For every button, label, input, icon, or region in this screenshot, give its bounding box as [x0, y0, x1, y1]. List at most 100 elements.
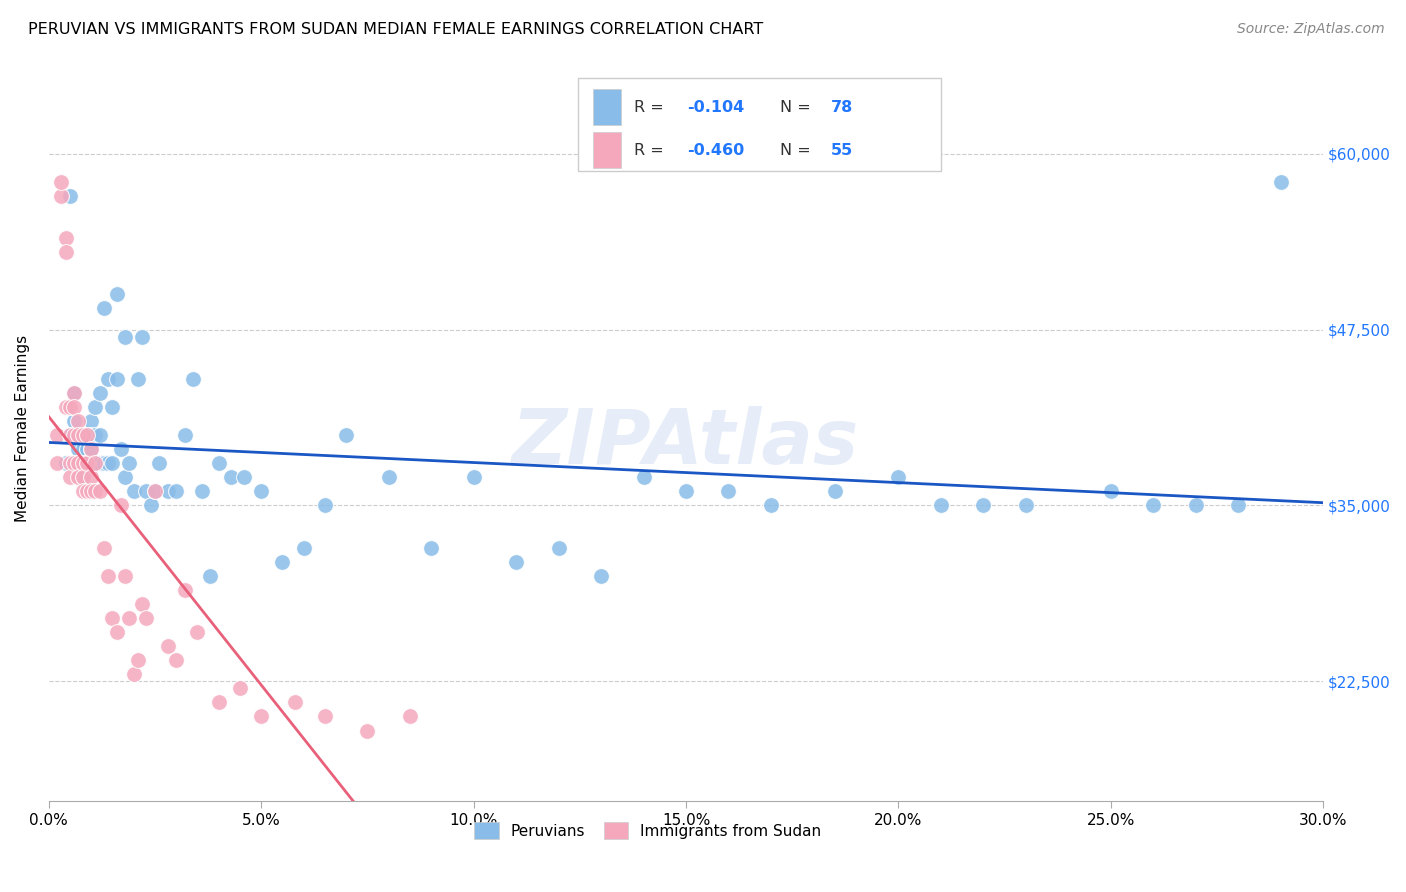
- Point: [67, 428, 90, 442]
- Point: [887, 470, 910, 484]
- Point: [101, 456, 124, 470]
- Point: [420, 541, 443, 555]
- Point: [59, 400, 82, 414]
- Point: [89, 385, 111, 400]
- Point: [633, 470, 655, 484]
- Point: [156, 639, 179, 653]
- Point: [547, 541, 569, 555]
- Point: [63, 456, 86, 470]
- Point: [72, 484, 94, 499]
- Point: [208, 695, 231, 709]
- Text: 55: 55: [831, 143, 853, 158]
- Point: [118, 456, 141, 470]
- Point: [250, 709, 273, 723]
- Point: [93, 456, 115, 470]
- Point: [67, 442, 90, 456]
- Point: [63, 385, 86, 400]
- Point: [84, 400, 107, 414]
- Point: [221, 470, 243, 484]
- Point: [198, 568, 221, 582]
- Point: [55, 456, 77, 470]
- Point: [63, 400, 86, 414]
- Point: [89, 456, 111, 470]
- Point: [110, 442, 132, 456]
- Point: [463, 470, 485, 484]
- Point: [59, 189, 82, 203]
- Text: Source: ZipAtlas.com: Source: ZipAtlas.com: [1237, 22, 1385, 37]
- Text: N =: N =: [780, 143, 817, 158]
- Point: [233, 470, 256, 484]
- Point: [80, 414, 103, 428]
- Point: [1099, 484, 1122, 499]
- Point: [335, 428, 357, 442]
- Point: [759, 499, 782, 513]
- Point: [173, 582, 195, 597]
- Point: [72, 470, 94, 484]
- Point: [80, 470, 103, 484]
- Text: R =: R =: [634, 100, 669, 115]
- Point: [67, 470, 90, 484]
- Text: -0.104: -0.104: [688, 100, 745, 115]
- Point: [84, 428, 107, 442]
- Point: [97, 372, 120, 386]
- Point: [76, 456, 98, 470]
- Point: [505, 555, 527, 569]
- Text: 78: 78: [831, 100, 853, 115]
- Point: [101, 400, 124, 414]
- Point: [127, 653, 149, 667]
- Point: [51, 175, 73, 189]
- Point: [314, 499, 336, 513]
- Point: [589, 568, 612, 582]
- Point: [80, 484, 103, 499]
- Point: [717, 484, 740, 499]
- Point: [89, 484, 111, 499]
- Point: [122, 484, 145, 499]
- Point: [59, 470, 82, 484]
- Point: [314, 709, 336, 723]
- Text: ZIPAtlas: ZIPAtlas: [512, 406, 859, 480]
- Point: [356, 723, 378, 738]
- Point: [55, 245, 77, 260]
- Text: PERUVIAN VS IMMIGRANTS FROM SUDAN MEDIAN FEMALE EARNINGS CORRELATION CHART: PERUVIAN VS IMMIGRANTS FROM SUDAN MEDIAN…: [28, 22, 763, 37]
- Point: [72, 456, 94, 470]
- Point: [63, 414, 86, 428]
- Point: [46, 428, 69, 442]
- Point: [72, 428, 94, 442]
- Point: [67, 456, 90, 470]
- Point: [67, 414, 90, 428]
- Point: [97, 568, 120, 582]
- Point: [59, 428, 82, 442]
- FancyBboxPatch shape: [578, 78, 941, 170]
- Point: [63, 428, 86, 442]
- Point: [51, 189, 73, 203]
- Point: [148, 456, 170, 470]
- Point: [55, 400, 77, 414]
- Point: [165, 484, 187, 499]
- Point: [190, 484, 212, 499]
- Legend: Peruvians, Immigrants from Sudan: Peruvians, Immigrants from Sudan: [468, 815, 828, 846]
- Point: [972, 499, 994, 513]
- Point: [284, 695, 307, 709]
- Point: [143, 484, 166, 499]
- Point: [250, 484, 273, 499]
- Bar: [593, 89, 621, 125]
- Point: [1270, 175, 1292, 189]
- Point: [135, 611, 157, 625]
- Point: [84, 484, 107, 499]
- Point: [122, 667, 145, 681]
- Point: [1015, 499, 1038, 513]
- Point: [76, 456, 98, 470]
- Point: [929, 499, 952, 513]
- Point: [59, 456, 82, 470]
- Point: [76, 442, 98, 456]
- Point: [63, 385, 86, 400]
- Point: [1227, 499, 1250, 513]
- Point: [46, 456, 69, 470]
- Y-axis label: Median Female Earnings: Median Female Earnings: [15, 334, 30, 522]
- Point: [114, 568, 136, 582]
- Text: R =: R =: [634, 143, 669, 158]
- Point: [80, 456, 103, 470]
- Point: [105, 625, 128, 640]
- Point: [271, 555, 294, 569]
- Point: [93, 541, 115, 555]
